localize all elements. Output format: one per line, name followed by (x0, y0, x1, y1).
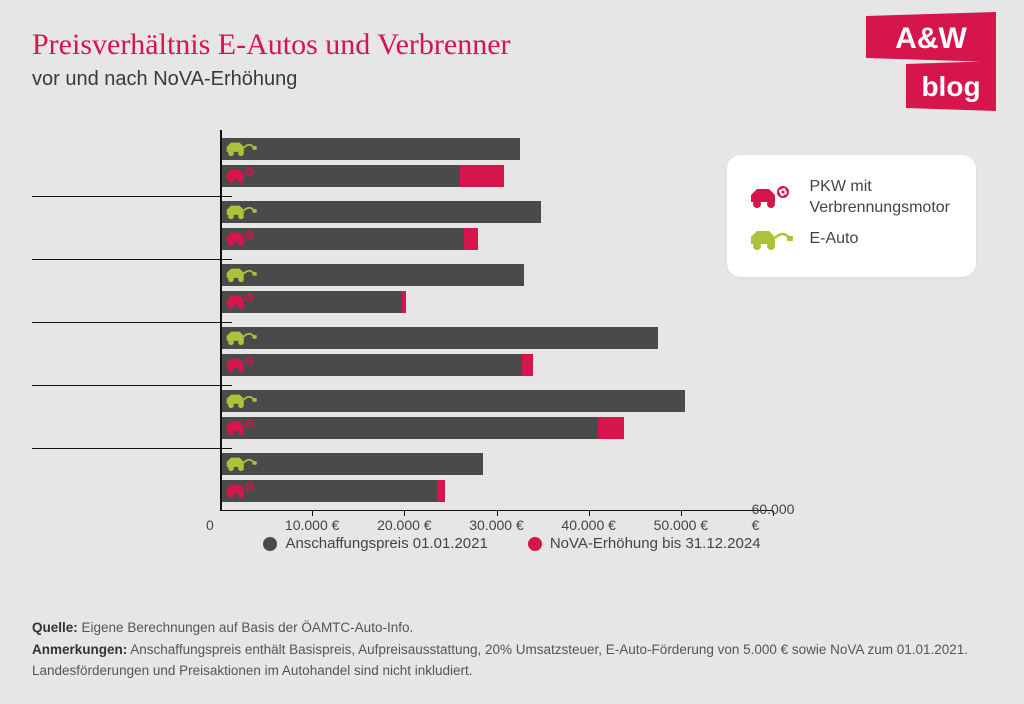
x-tick-mark (681, 511, 682, 516)
bar-segment-base (220, 327, 658, 349)
ev-car-icon (223, 391, 263, 411)
legend-series-nova-label: NoVA-Erhöhung bis 31.12.2024 (550, 535, 761, 552)
x-tick-mark (589, 511, 590, 516)
legend-series-nova: NoVA-Erhöhung bis 31.12.2024 (528, 535, 761, 552)
bar-segment-base (220, 201, 541, 223)
bar-segment-nova (522, 354, 533, 376)
x-tick-label: 20.000 € (377, 517, 432, 533)
series-legend: Anschaffungspreis 01.01.2021 NoVA-Erhöhu… (0, 535, 1024, 552)
x-tick-label: 30.000 € (469, 517, 524, 533)
bar-segment-base (220, 417, 598, 439)
x-tick-mark (312, 511, 313, 516)
group-divider (32, 259, 232, 261)
ev-car-icon (223, 328, 263, 348)
dot-base (263, 537, 277, 551)
ice-car-icon (223, 292, 263, 312)
svg-text:blog: blog (921, 71, 980, 102)
bar-segment-nova (598, 417, 624, 439)
ev-car-icon (223, 202, 263, 222)
group-divider (32, 448, 232, 450)
bar-segment-base (220, 354, 522, 376)
footer-notes: Quelle: Eigene Berechnungen auf Basis de… (32, 617, 992, 682)
notes-label: Anmerkungen: (32, 642, 127, 657)
ev-car-icon (223, 139, 263, 159)
ice-car-icon (223, 166, 263, 186)
bar-segment-base (220, 264, 524, 286)
ev-car-icon (223, 265, 263, 285)
bar-segment-nova (460, 165, 504, 187)
chart-title: Preisverhältnis E-Autos und Verbrenner (32, 28, 992, 62)
bar-segment-nova (464, 228, 478, 250)
legend-series-base-label: Anschaffungspreis 01.01.2021 (285, 535, 487, 552)
legend-series-base: Anschaffungspreis 01.01.2021 (263, 535, 487, 552)
x-tick-zero: 0 (206, 517, 214, 533)
bar-segment-base (220, 390, 685, 412)
source-text: Eigene Berechnungen auf Basis der ÖAMTC-… (82, 620, 414, 635)
chart-subtitle: vor und nach NoVA-Erhöhung (32, 68, 992, 91)
ice-car-icon (223, 355, 263, 375)
source-label: Quelle: (32, 620, 78, 635)
x-tick-mark (404, 511, 405, 516)
x-tick-mark (497, 511, 498, 516)
ice-car-icon (223, 418, 263, 438)
svg-text:A&W: A&W (895, 22, 967, 55)
group-divider (32, 322, 232, 324)
ice-car-icon (223, 481, 263, 501)
dot-nova (528, 537, 542, 551)
bar-segment-base (220, 138, 520, 160)
y-axis (220, 130, 222, 511)
bar-segment-nova (402, 291, 406, 313)
ice-car-icon (223, 229, 263, 249)
x-tick-label: 40.000 € (561, 517, 616, 533)
x-tick-label: 10.000 € (285, 517, 340, 533)
notes-text: Anschaffungspreis enthält Basispreis, Au… (32, 642, 968, 679)
x-tick-label: 60.000 € (752, 501, 795, 533)
group-divider (32, 196, 232, 198)
bar-segment-nova (437, 480, 445, 502)
group-divider (32, 385, 232, 387)
bar-chart: Peugot e-208Peugot 208Opel Corsa eOpel C… (32, 130, 992, 511)
x-tick-label: 50.000 € (654, 517, 709, 533)
aw-blog-logo: A&W blog (866, 12, 996, 117)
ev-car-icon (223, 454, 263, 474)
